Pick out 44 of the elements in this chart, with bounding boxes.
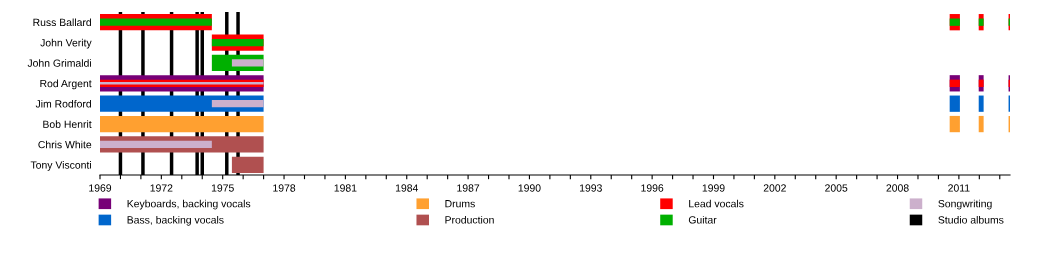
- bar: [978, 18, 984, 26]
- x-tick-label: 1972: [150, 184, 173, 192]
- bar: [211, 100, 264, 108]
- y-tick-label: Russ Ballard: [33, 18, 91, 27]
- x-tick-label: 1975: [211, 184, 234, 192]
- bar: [100, 18, 212, 26]
- y-tick-label: Bob Henrit: [43, 120, 92, 128]
- legend-label: Studio albums: [938, 215, 1004, 224]
- y-tick-label: John Verity: [40, 38, 92, 49]
- bar: [100, 140, 212, 149]
- y-tick-label: Tony Visconti: [30, 161, 91, 171]
- y-tick-label: Rod Argent: [40, 79, 92, 90]
- x-tick-label: 1999: [702, 184, 725, 192]
- legend-label: Lead vocals: [689, 199, 744, 208]
- bar: [231, 59, 264, 67]
- bar: [949, 18, 960, 26]
- legend-label: Production: [445, 215, 494, 224]
- legend-label: Songwriting: [938, 199, 992, 210]
- x-tick-label: 1984: [395, 184, 419, 192]
- y-tick-label: John Grimaldi: [27, 59, 91, 67]
- x-tick-label: 1969: [89, 184, 112, 192]
- x-tick-label: 2005: [825, 184, 848, 192]
- x-tick-label: 2011: [948, 184, 970, 192]
- x-tick-label: 1981: [334, 184, 357, 192]
- bar: [231, 156, 264, 173]
- x-tick-label: 1978: [273, 184, 296, 192]
- x-tick-label: 1990: [518, 184, 541, 192]
- x-tick-label: 2008: [886, 184, 909, 192]
- y-tick-label: Chris White: [38, 140, 92, 149]
- x-tick-label: 1993: [580, 184, 602, 192]
- bar: [949, 115, 960, 133]
- legend-label: Keyboards, backing vocals: [127, 199, 251, 210]
- bar: [978, 95, 984, 112]
- x-tick-label: 2002: [763, 184, 786, 192]
- legend-label: Bass, backing vocals: [127, 215, 224, 226]
- legend-label: Guitar: [688, 215, 717, 224]
- x-tick-label: 1996: [641, 184, 664, 192]
- x-tick-label: 1987: [457, 184, 480, 192]
- legend-label: Drums: [445, 200, 475, 208]
- bar: [211, 38, 264, 47]
- bar: [100, 115, 264, 133]
- bar: [978, 115, 984, 133]
- y-tick-label: Jim Rodford: [35, 99, 91, 108]
- bar: [949, 95, 960, 112]
